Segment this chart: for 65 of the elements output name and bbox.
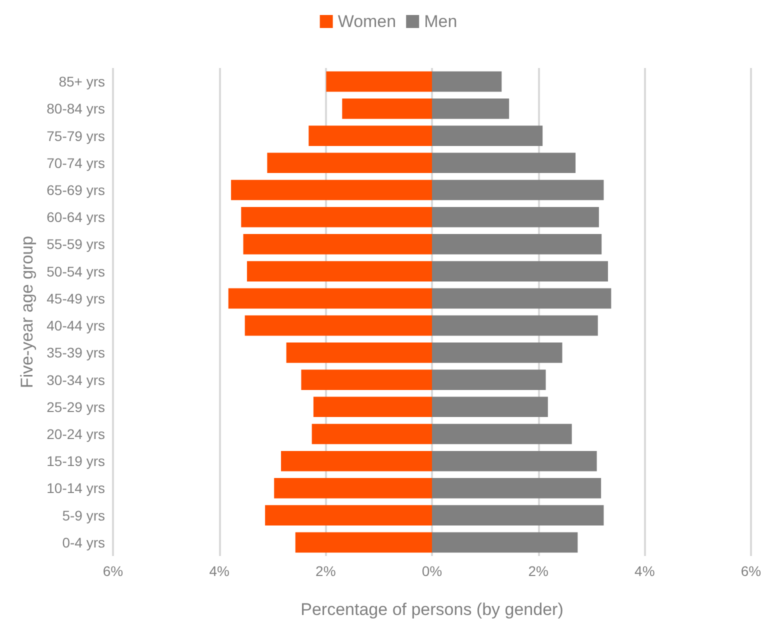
bar bbox=[432, 450, 597, 472]
bar bbox=[228, 288, 432, 309]
bar bbox=[231, 180, 432, 200]
y-tick-label: 60-64 yrs bbox=[46, 209, 105, 226]
x-tick-label: 2% bbox=[316, 563, 336, 579]
y-tick-label: 50-54 yrs bbox=[46, 263, 105, 280]
x-axis-title: Percentage of persons (by gender) bbox=[300, 600, 564, 619]
bar bbox=[281, 450, 432, 472]
bar bbox=[286, 342, 432, 363]
bar bbox=[342, 98, 432, 119]
y-tick-label: 65-69 yrs bbox=[46, 182, 105, 198]
bar bbox=[432, 288, 612, 309]
bar bbox=[265, 505, 432, 526]
bar bbox=[432, 478, 602, 498]
bar bbox=[274, 478, 432, 498]
y-tick-label: 75-79 yrs bbox=[46, 128, 105, 144]
x-tick-label: 4% bbox=[634, 563, 655, 579]
bar bbox=[432, 505, 604, 526]
bar bbox=[301, 370, 432, 390]
bar bbox=[432, 396, 548, 418]
bar bbox=[241, 206, 432, 228]
bar bbox=[432, 234, 602, 254]
y-tick-label: 40-44 yrs bbox=[46, 318, 105, 334]
y-tick-label: 5-9 yrs bbox=[62, 507, 105, 524]
y-tick-label: 55-59 yrs bbox=[46, 236, 105, 252]
bar bbox=[432, 315, 598, 336]
bar bbox=[432, 424, 572, 444]
bar bbox=[432, 152, 576, 174]
y-tick-label: 70-74 yrs bbox=[46, 154, 105, 171]
y-tick-label: 45-49 yrs bbox=[46, 290, 105, 306]
x-tick-label: 6% bbox=[740, 563, 762, 579]
y-tick-label: 85+ yrs bbox=[58, 74, 105, 90]
bar bbox=[267, 152, 432, 174]
bar bbox=[432, 71, 502, 92]
bar bbox=[295, 532, 432, 553]
legend-label: Women bbox=[338, 12, 396, 31]
x-tick-label: 2% bbox=[528, 563, 548, 579]
y-tick-label: 15-19 yrs bbox=[46, 453, 105, 470]
y-tick-label: 25-29 yrs bbox=[46, 398, 105, 415]
y-axis-title: Five-year age group bbox=[18, 236, 37, 388]
x-tick-label: 0% bbox=[422, 563, 442, 579]
y-tick-label: 20-24 yrs bbox=[46, 426, 105, 442]
y-tick-label: 80-84 yrs bbox=[46, 100, 105, 117]
x-tick-label: 4% bbox=[209, 563, 230, 579]
bar bbox=[432, 126, 543, 146]
x-tick-label: 6% bbox=[102, 563, 124, 579]
bar bbox=[246, 261, 432, 282]
bar bbox=[326, 71, 432, 92]
bar bbox=[308, 126, 432, 146]
bar bbox=[432, 180, 604, 200]
bar bbox=[432, 98, 510, 119]
y-tick-label: 35-39 yrs bbox=[46, 344, 105, 361]
bar bbox=[432, 370, 546, 390]
bar bbox=[432, 342, 562, 363]
bar bbox=[432, 261, 608, 282]
legend-label: Men bbox=[424, 12, 458, 31]
bar bbox=[432, 532, 578, 553]
y-tick-label: 10-14 yrs bbox=[46, 480, 105, 496]
bar bbox=[312, 424, 432, 444]
bar bbox=[313, 396, 432, 418]
bar bbox=[432, 206, 599, 228]
y-tick-label: 0-4 yrs bbox=[62, 534, 105, 550]
bar bbox=[243, 234, 432, 254]
bar bbox=[244, 315, 432, 336]
y-tick-label: 30-34 yrs bbox=[46, 372, 105, 388]
